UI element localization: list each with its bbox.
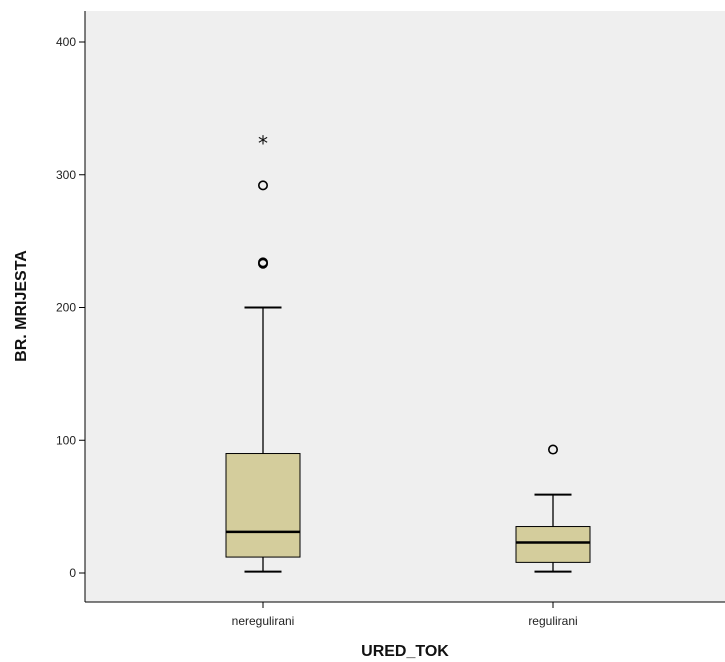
y-axis-title: BR. MRIJESTA — [13, 250, 30, 362]
outlier-point — [257, 258, 268, 269]
extreme-point: * — [258, 132, 268, 156]
y-tick-label: 0 — [69, 566, 76, 580]
x-tick-label: neregulirani — [232, 614, 295, 628]
x-tick-label: regulirani — [528, 614, 577, 628]
x-axis-title: URED_TOK — [361, 643, 449, 660]
plot-area — [85, 11, 725, 602]
outlier-point — [547, 444, 558, 455]
x-axis: neregulirani regulirani — [85, 601, 725, 628]
box-group: * — [225, 132, 301, 573]
outlier-point — [257, 180, 268, 191]
y-tick-label: 200 — [56, 301, 76, 315]
box — [225, 453, 301, 558]
y-tick-label: 300 — [56, 168, 76, 182]
y-axis: 0 100 200 300 400 — [56, 11, 86, 602]
box — [515, 526, 591, 563]
boxes: * — [225, 132, 591, 573]
box-group — [515, 444, 591, 573]
y-tick-label: 400 — [56, 35, 76, 49]
y-tick-label: 100 — [56, 433, 76, 447]
